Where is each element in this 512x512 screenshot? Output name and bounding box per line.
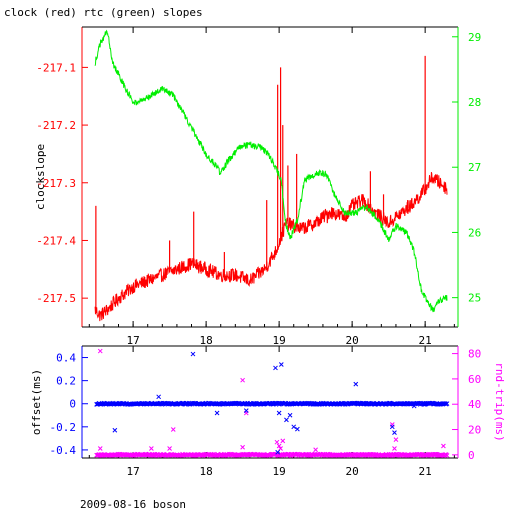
rtt-outlier-point (276, 443, 282, 449)
y-axis-title: offset(ms) (30, 369, 43, 435)
right-tick-label: 40 (468, 398, 481, 411)
left-tick-label: 0.2 (56, 375, 76, 388)
x-tick-label: 19 (273, 334, 286, 347)
rtt-outlier-point (240, 377, 245, 383)
left-tick-label: -217.1 (36, 61, 76, 74)
x-tick-label: 20 (346, 465, 359, 478)
rtt-outlier-point (313, 447, 318, 453)
left-tick-label: -0.2 (50, 421, 77, 434)
right-tick-label: 20 (468, 424, 481, 437)
offset-panel: 17 18 19 20 21 0.4 0.2 0 -0.2 -0.4 80 60 40 20 0 offset… (30, 345, 506, 478)
series-clock-line (94, 171, 448, 322)
rtt-outlier-point (240, 444, 245, 450)
offset-outlier-point (214, 410, 220, 416)
y2-axis-title: rnd-trip(ms) (493, 362, 506, 441)
rtt-outlier-point (441, 443, 446, 449)
x-tick-label: 20 (346, 334, 359, 347)
offset-outlier-point (353, 381, 359, 387)
offset-outlier-point (243, 408, 249, 414)
right-tick-label: 0 (468, 449, 475, 462)
rtt-outlier-point (280, 438, 286, 444)
offset-outlier-point (156, 394, 162, 400)
left-tick-label: 0 (69, 398, 76, 411)
slopes-panel: 17 18 19 20 21 -217.1 -217.2 -217.3 -217.4 -217.5… (34, 26, 481, 347)
rtt-outlier-point (393, 437, 399, 443)
offset-outlier-point (291, 424, 297, 430)
right-tick-label: 60 (468, 373, 481, 386)
x-tick-label: 19 (273, 465, 286, 478)
rtt-outlier-point (97, 446, 103, 451)
offset-outlier-point (278, 362, 284, 367)
offset-outlier-point (275, 449, 281, 455)
offset-outlier-point (392, 430, 397, 435)
left-tick-label: -217.4 (36, 234, 76, 247)
x-tick-label: 21 (419, 334, 432, 347)
left-tick-label: -0.4 (50, 444, 77, 457)
rtt-outlier-point (274, 439, 280, 445)
series-rtc-line (94, 29, 448, 313)
right-tick-label: 80 (468, 348, 481, 361)
x-tick-label: 17 (126, 334, 139, 347)
offset-point (191, 400, 197, 406)
offset-outlier-point (276, 410, 282, 416)
rtt-outlier-point (278, 446, 283, 451)
offset-outlier-point (389, 424, 395, 430)
x-tick-label: 21 (419, 465, 432, 478)
chart-title: clock (red) rtc (green) slopes (4, 6, 203, 19)
left-tick-label: -217.2 (36, 119, 76, 132)
right-tick-label: 28 (468, 96, 481, 109)
rtt-outlier-point (170, 427, 176, 432)
left-tick-label: -217.5 (36, 292, 76, 305)
rtt-outlier-point (97, 348, 103, 354)
rtt-point (444, 453, 450, 458)
x-tick-label: 17 (126, 465, 139, 478)
left-tick-label: -217.3 (36, 177, 76, 190)
offset-outlier-point (273, 365, 278, 371)
offset-outlier-point (284, 417, 289, 423)
x-tick-label: 18 (199, 334, 212, 347)
rtt-point (433, 451, 438, 457)
left-tick-label: 0.4 (56, 352, 76, 365)
right-tick-label: 25 (468, 292, 481, 305)
offset-point (444, 401, 450, 406)
right-tick-label: 29 (468, 31, 481, 44)
rtt-outlier-point (167, 446, 172, 451)
rtt-outlier-point (392, 446, 397, 451)
offset-outlier-point (190, 351, 196, 357)
right-tick-label: 26 (468, 226, 481, 239)
y-axis-title: clockslope (34, 144, 47, 210)
offset-outlier-point (112, 427, 118, 433)
right-tick-label: 27 (468, 161, 481, 174)
offset-outlier-point (295, 426, 300, 432)
rtt-outlier-point (149, 446, 154, 451)
offset-outlier-point (411, 403, 417, 409)
offset-outlier-point (287, 412, 293, 418)
footer-label: 2009-08-16 boson (80, 498, 186, 511)
x-tick-label: 18 (199, 465, 212, 478)
